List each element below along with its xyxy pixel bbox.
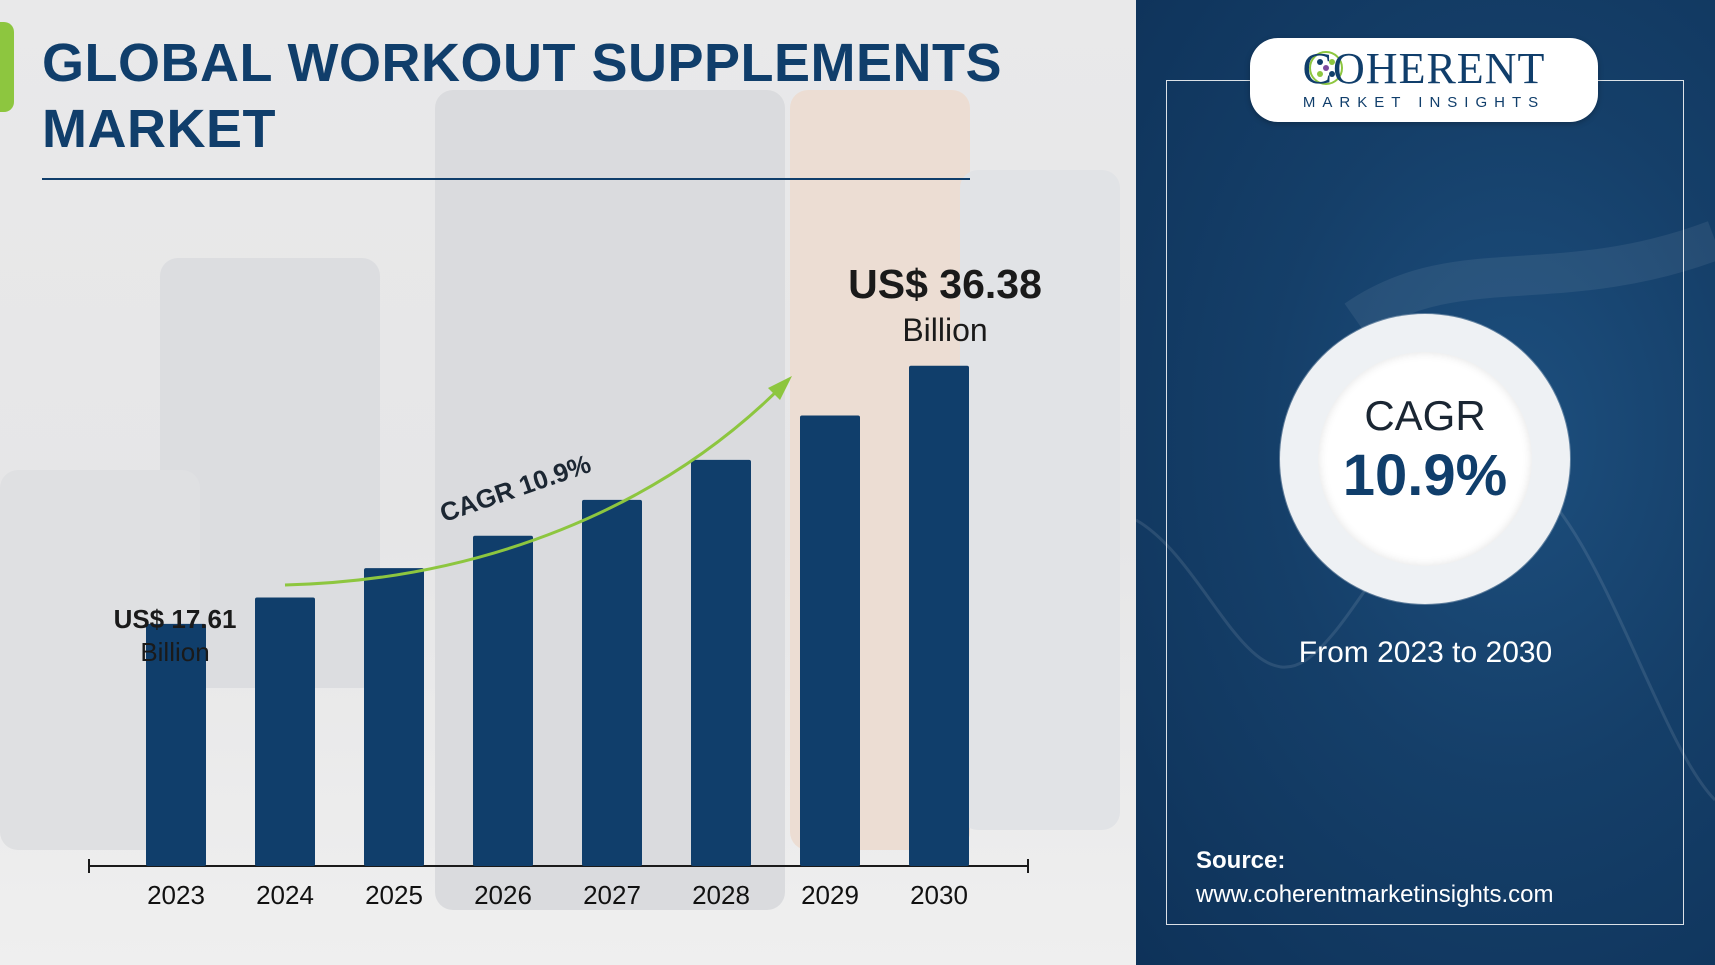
bar-2026 <box>473 535 533 866</box>
x-tick-label-2029: 2029 <box>801 880 859 910</box>
x-tick-label-2024: 2024 <box>256 880 314 910</box>
last-value-unit: Billion <box>902 312 988 348</box>
cagr-badge-inner: CAGR 10.9% <box>1318 352 1532 566</box>
bar-2024 <box>255 597 315 866</box>
title-line-2: MARKET <box>42 99 276 159</box>
bar-2025 <box>364 568 424 866</box>
x-tick-label-2028: 2028 <box>692 880 750 910</box>
first-value-label: US$ 17.61 <box>113 604 237 634</box>
x-tick-label-2025: 2025 <box>365 880 423 910</box>
x-tick-label-2027: 2027 <box>583 880 641 910</box>
first-value-annotation: US$ 17.61 Billion <box>90 603 260 669</box>
source-url: www.coherentmarketinsights.com <box>1196 881 1554 908</box>
bar-2023 <box>146 623 206 866</box>
bar-2028 <box>691 459 751 866</box>
cagr-badge: CAGR 10.9% <box>1280 314 1570 604</box>
summary-panel: COHERENT MARKET INSIGHTS CAGR 10.9% From… <box>1136 0 1715 965</box>
cagr-period: From 2023 to 2030 <box>1298 636 1553 669</box>
logo-brand-subtitle: MARKET INSIGHTS <box>1302 94 1546 111</box>
page-title: GLOBAL WORKOUT SUPPLEMENTS MARKET <box>42 30 1002 162</box>
cagr-badge-value: 10.9% <box>1342 443 1508 508</box>
title-divider <box>42 178 970 180</box>
title-line-1: GLOBAL WORKOUT SUPPLEMENTS <box>42 33 1003 93</box>
logo-brand-name: COHERENT <box>1302 44 1546 93</box>
bar-2030 <box>909 365 969 866</box>
title-accent-bar <box>0 22 14 112</box>
last-value-label: US$ 36.38 <box>848 261 1042 307</box>
background-shaker <box>960 170 1120 830</box>
bar-chart: 2023 2024 2025 2026 2027 2028 2029 2030 <box>88 365 1029 910</box>
x-tick-label-2030: 2030 <box>910 880 968 910</box>
x-tick-label-2026: 2026 <box>474 880 532 910</box>
chart-panel: GLOBAL WORKOUT SUPPLEMENTS MARKET 2023 20… <box>0 0 1136 965</box>
bar-2027 <box>582 499 642 866</box>
first-value-unit: Billion <box>140 637 210 667</box>
last-value-annotation: US$ 36.38 Billion <box>800 258 1090 350</box>
logo-globe-icon <box>1309 51 1343 85</box>
brand-logo: COHERENT MARKET INSIGHTS <box>1250 38 1598 122</box>
source-label: Source: <box>1196 847 1286 874</box>
bar-2029 <box>800 415 860 866</box>
cagr-badge-label: CAGR <box>1364 392 1486 439</box>
trend-arrow-head <box>768 376 792 400</box>
trend-arrow-curve <box>284 380 788 587</box>
x-tick-label-2023: 2023 <box>147 880 205 910</box>
